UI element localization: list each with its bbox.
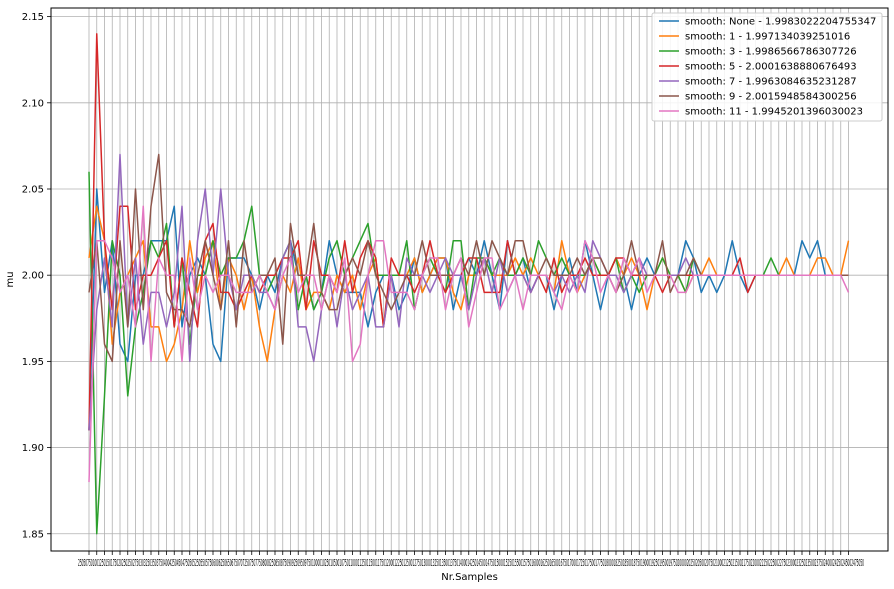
plot-frame <box>50 7 889 552</box>
x-tick-labels: 2505075010012501501750202502502750303250… <box>78 558 864 569</box>
legend: smooth: None - 1.9983022204755347 smooth:… <box>651 12 883 122</box>
y-axis: 1.85 1.90 1.95 2.00 2.05 2.10 2.15 <box>22 12 51 540</box>
y-tick-label: 1.85 <box>22 529 44 540</box>
legend-entry: smooth: 9 - 2.0015948584300256 <box>685 92 857 103</box>
legend-entry: smooth: 11 - 1.9945201396030023 <box>685 107 863 118</box>
legend-entry: smooth: 1 - 1.997134039251016 <box>685 32 850 43</box>
legend-entry: smooth: 7 - 1.9963084635231287 <box>685 77 857 88</box>
grid <box>51 8 888 551</box>
x-axis-label: Nr.Samples <box>441 572 498 583</box>
y-tick-label: 1.95 <box>22 357 44 368</box>
legend-entry: smooth: None - 1.9983022204755347 <box>685 17 876 28</box>
y-tick-label: 2.00 <box>22 271 44 282</box>
legend-entry: smooth: 3 - 1.9986566786307726 <box>685 47 857 58</box>
y-tick-label: 2.15 <box>22 12 44 23</box>
series-line-6 <box>88 205 850 483</box>
y-axis-label: mu <box>5 271 16 287</box>
y-tick-label: 1.90 <box>22 443 44 454</box>
legend-entry: smooth: 5 - 2.0001638880676493 <box>685 62 857 73</box>
x-axis: 2505075010012501501750202502502750303250… <box>78 551 864 569</box>
series-lines <box>88 33 850 535</box>
y-tick-label: 2.10 <box>22 98 44 109</box>
legend-box <box>651 12 883 122</box>
y-tick-label: 2.05 <box>22 185 44 196</box>
